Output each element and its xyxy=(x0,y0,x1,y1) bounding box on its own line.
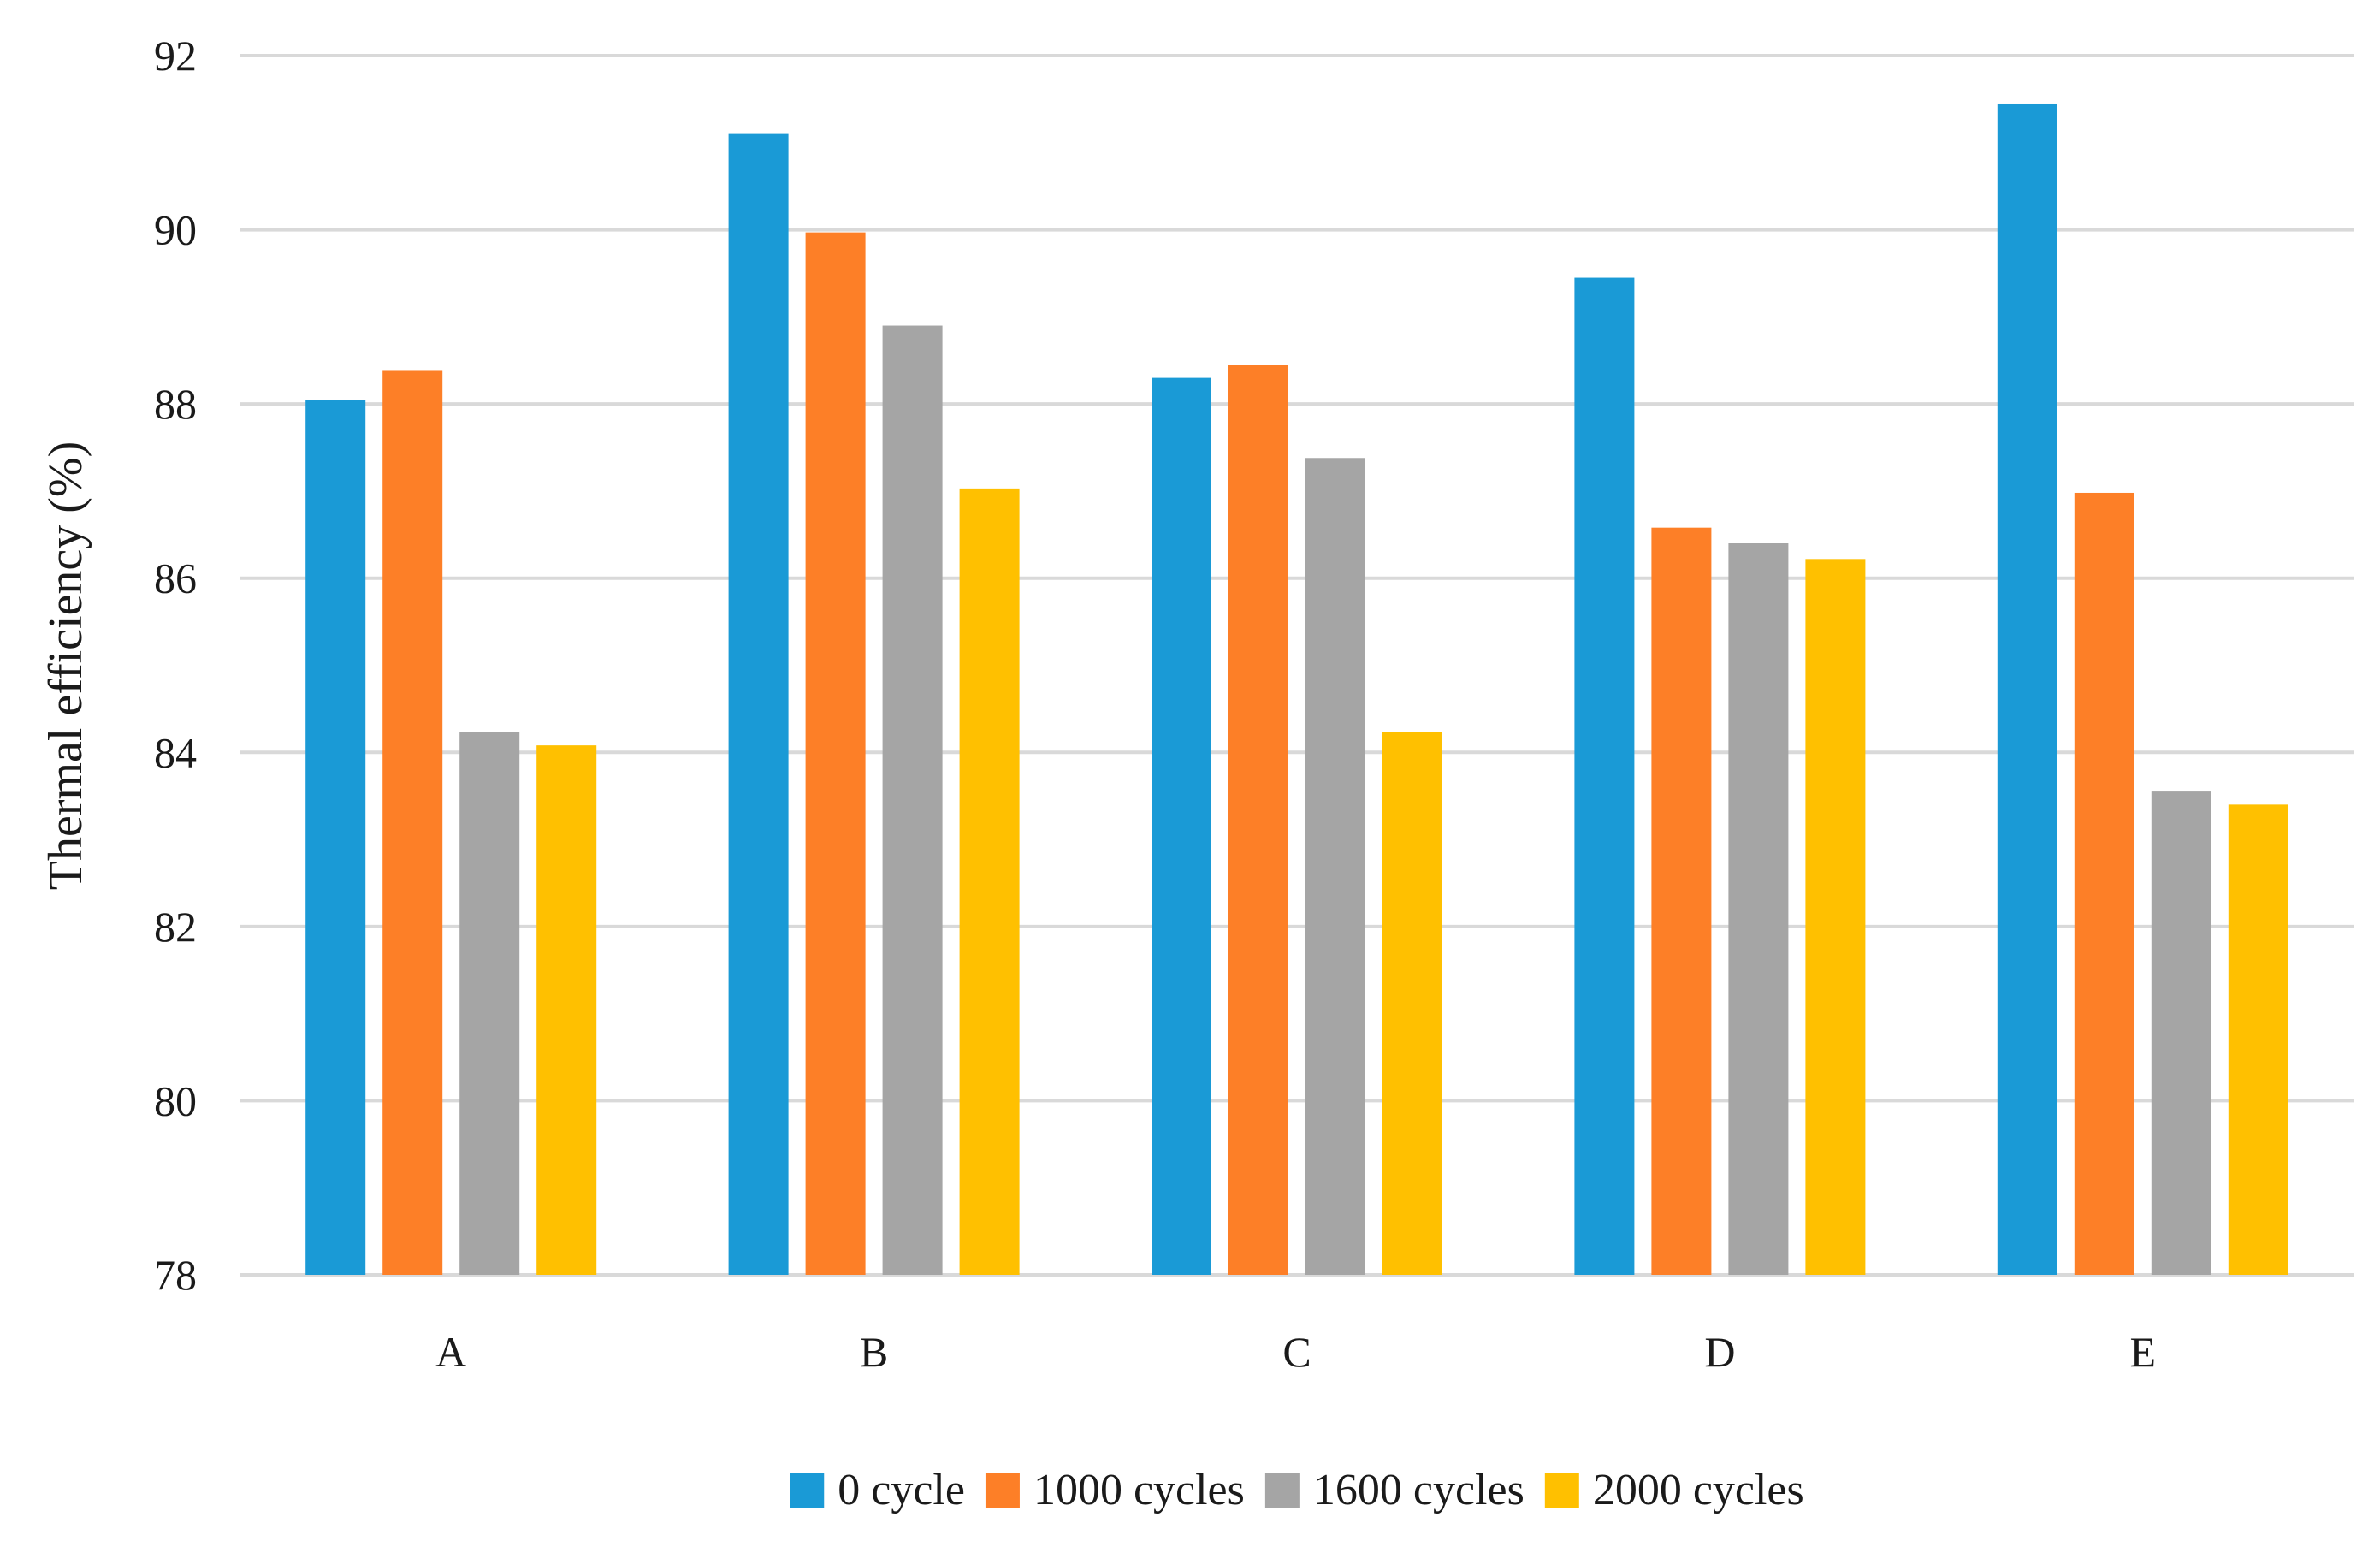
y-tick-label-82: 82 xyxy=(154,903,197,951)
bar-B-2000-cycles xyxy=(959,488,1020,1275)
bar-B-1000-cycles xyxy=(805,232,866,1275)
bar-B-1600-cycles xyxy=(882,325,943,1276)
legend-label: 1600 cycles xyxy=(1313,1466,1525,1514)
y-axis-ticks: 78 80 82 84 86 88 90 92 xyxy=(154,32,197,1299)
bar-A-1000-cycles xyxy=(382,370,443,1275)
legend: 0 cycle 1000 cycles 1600 cycles 2000 cycles xyxy=(790,1466,1804,1514)
bar-C-2000-cycles xyxy=(1382,732,1442,1275)
bar-A-0-cycle xyxy=(305,400,366,1275)
y-tick-label-92: 92 xyxy=(154,32,197,80)
legend-swatch xyxy=(1544,1473,1579,1508)
bar-E-2000-cycles xyxy=(2228,804,2288,1275)
x-tick-label-E: E xyxy=(2130,1328,2157,1376)
y-axis-title: Thermal efficiency (%) xyxy=(39,442,92,890)
bar-A-1600-cycles xyxy=(459,732,520,1275)
legend-item-2000-cycles: 2000 cycles xyxy=(1544,1466,1804,1514)
bar-E-0-cycle xyxy=(1997,103,2057,1275)
bar-C-1600-cycles xyxy=(1305,458,1365,1275)
bar-A-2000-cycles xyxy=(536,745,597,1275)
x-tick-label-D: D xyxy=(1704,1328,1735,1376)
x-tick-label-A: A xyxy=(435,1328,466,1376)
bar-D-0-cycle xyxy=(1574,277,1635,1275)
bar-D-2000-cycles xyxy=(1805,559,1866,1275)
bars xyxy=(305,103,2288,1276)
bar-E-1600-cycles xyxy=(2151,791,2211,1275)
y-tick-label-84: 84 xyxy=(154,728,197,776)
legend-item-1600-cycles: 1600 cycles xyxy=(1264,1466,1525,1514)
legend-item-1000-cycles: 1000 cycles xyxy=(985,1466,1245,1514)
x-tick-label-B: B xyxy=(860,1328,888,1376)
bar-D-1000-cycles xyxy=(1651,527,1712,1275)
legend-item-0-cycle: 0 cycle xyxy=(790,1466,965,1514)
bar-C-0-cycle xyxy=(1152,377,1211,1275)
legend-label: 2000 cycles xyxy=(1593,1466,1804,1514)
legend-swatch xyxy=(1264,1473,1300,1508)
legend-label: 0 cycle xyxy=(838,1466,965,1514)
legend-label: 1000 cycles xyxy=(1033,1466,1245,1514)
y-tick-label-88: 88 xyxy=(154,380,197,428)
bar-D-1600-cycles xyxy=(1728,543,1789,1275)
y-tick-label-86: 86 xyxy=(154,554,197,602)
x-tick-label-C: C xyxy=(1282,1328,1311,1376)
y-tick-label-78: 78 xyxy=(154,1251,197,1299)
bar-E-1000-cycles xyxy=(2074,492,2134,1275)
legend-swatch xyxy=(985,1473,1020,1508)
y-tick-label-90: 90 xyxy=(154,206,197,254)
bar-C-1000-cycles xyxy=(1228,365,1288,1275)
legend-swatch xyxy=(790,1473,825,1508)
y-tick-label-80: 80 xyxy=(154,1076,197,1124)
x-axis-ticks: A B C D E xyxy=(435,1328,2156,1376)
bar-B-0-cycle xyxy=(728,133,789,1275)
